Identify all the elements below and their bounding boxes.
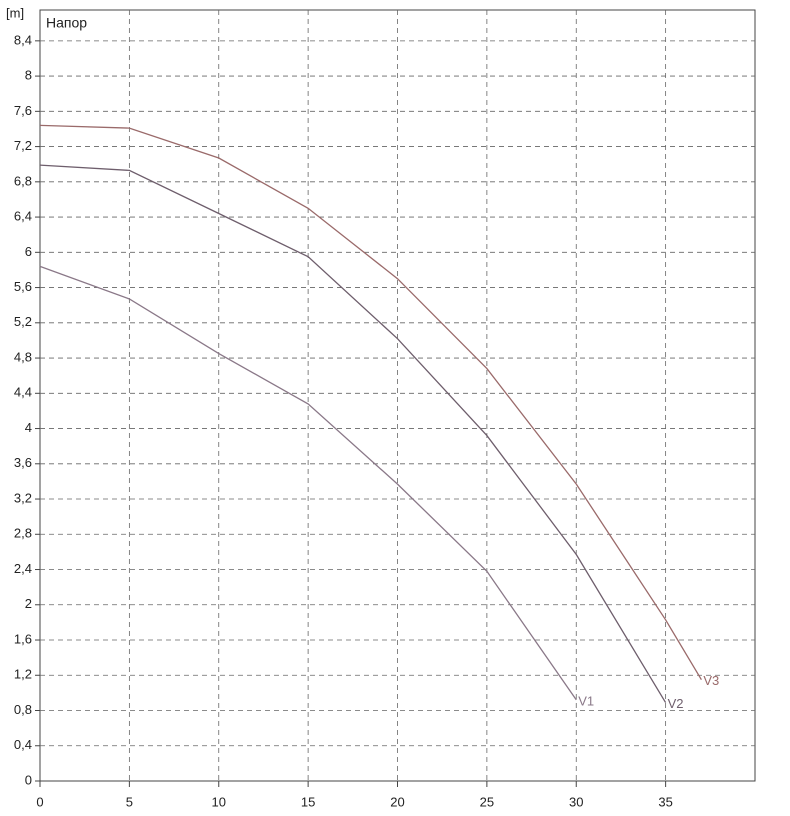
y-tick-label: 6 xyxy=(25,244,32,259)
y-tick-label: 1,2 xyxy=(14,667,32,682)
y-tick-label: 0,8 xyxy=(14,702,32,717)
y-tick-label: 6,8 xyxy=(14,173,32,188)
x-tick-label: 15 xyxy=(301,794,315,809)
series-line xyxy=(39,124,702,681)
y-unit: [m] xyxy=(6,5,24,20)
y-tick-label: 0,4 xyxy=(14,737,32,752)
series-label: V3 xyxy=(703,673,719,688)
y-tick-label: 7,2 xyxy=(14,138,32,153)
y-tick-label: 8 xyxy=(25,68,32,83)
y-tick-label: 4,8 xyxy=(14,349,32,364)
y-tick-label: 5,2 xyxy=(14,314,32,329)
x-tick-label: 10 xyxy=(212,794,226,809)
y-tick-label: 3,6 xyxy=(14,455,32,470)
x-tick-label: 25 xyxy=(480,794,494,809)
x-tick-label: 35 xyxy=(658,794,672,809)
x-tick-label: 0 xyxy=(36,794,43,809)
y-tick-label: 2,8 xyxy=(14,526,32,541)
series-line xyxy=(39,265,577,701)
y-tick-label: 6,4 xyxy=(14,209,32,224)
y-tick-label: 0 xyxy=(25,772,32,787)
y-tick-label: 5,6 xyxy=(14,279,32,294)
chart-title: Напор xyxy=(46,15,87,31)
plot-area xyxy=(39,9,756,782)
y-tick-label: 4 xyxy=(25,420,32,435)
series-label: V1 xyxy=(578,693,594,708)
y-tick-label: 7,6 xyxy=(14,103,32,118)
y-tick-label: 8,4 xyxy=(14,32,32,47)
x-tick-label: 5 xyxy=(126,794,133,809)
y-tick-label: 4,4 xyxy=(14,385,32,400)
series-line xyxy=(39,164,667,703)
x-tick-label: 30 xyxy=(569,794,583,809)
y-tick-label: 1,6 xyxy=(14,631,32,646)
x-tick-label: 20 xyxy=(390,794,404,809)
y-tick-label: 2 xyxy=(25,596,32,611)
y-tick-label: 3,2 xyxy=(14,490,32,505)
y-tick-label: 2,4 xyxy=(14,561,32,576)
series-label: V2 xyxy=(668,696,684,711)
